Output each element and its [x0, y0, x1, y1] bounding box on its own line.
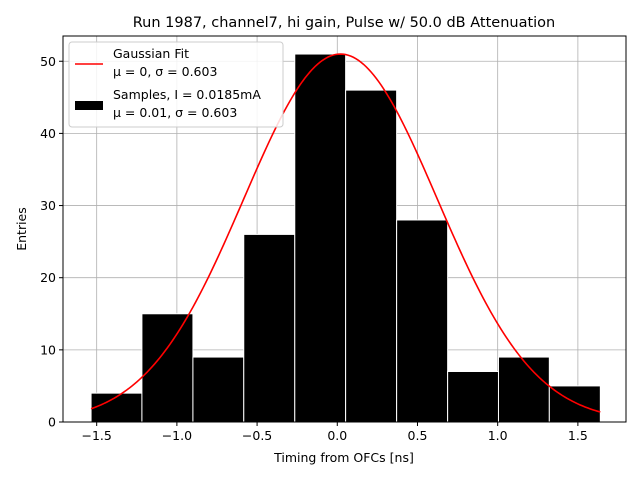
y-axis-ticks: 0 10 20 30 40 50	[40, 54, 63, 430]
legend-samples-stats: μ = 0.01, σ = 0.603	[113, 105, 237, 120]
y-tick-label: 30	[40, 198, 56, 213]
x-tick-label: 0.5	[408, 428, 428, 443]
legend-fit-stats: μ = 0, σ = 0.603	[113, 64, 217, 79]
legend-samples-label: Samples, I = 0.0185mA	[113, 87, 261, 102]
histogram-bar	[345, 89, 398, 423]
x-axis-label: Timing from OFCs [ns]	[273, 450, 414, 465]
legend-fit-label: Gaussian Fit	[113, 46, 189, 61]
x-tick-label: 1.5	[568, 428, 588, 443]
y-tick-label: 50	[40, 54, 56, 69]
legend-samples-patch-icon	[75, 101, 103, 110]
plot-frame	[62, 35, 627, 423]
gaussian-fit-layer	[90, 53, 601, 413]
histogram-bar	[294, 53, 347, 423]
x-tick-label: 1.0	[488, 428, 508, 443]
histogram-bar	[497, 356, 550, 423]
x-axis-ticks: −1.5 −1.0 −0.5 0.0 0.5 1.0 1.5	[82, 422, 588, 443]
y-tick-label: 40	[40, 126, 56, 141]
legend-box	[68, 41, 284, 128]
y-tick-label: 20	[40, 270, 56, 285]
histogram-bar	[548, 385, 601, 423]
legend: Gaussian Fit μ = 0, σ = 0.603 Samples, I…	[68, 41, 284, 128]
histogram-bar	[396, 219, 449, 423]
chart-title: Run 1987, channel7, hi gain, Pulse w/ 50…	[133, 15, 556, 31]
x-tick-label: −0.5	[242, 428, 272, 443]
y-axis-label: Entries	[14, 207, 29, 251]
y-tick-label: 10	[40, 342, 56, 357]
y-tick-label: 0	[48, 415, 56, 430]
histogram-bar	[141, 313, 194, 423]
gaussian-fit-curve	[90, 53, 601, 413]
x-tick-label: 0.0	[327, 428, 347, 443]
histogram-bar	[243, 233, 296, 423]
histogram-bar	[447, 370, 499, 423]
x-tick-label: −1.5	[82, 428, 112, 443]
histogram-bar	[192, 356, 245, 423]
x-tick-label: −1.0	[162, 428, 192, 443]
histogram-bars	[90, 53, 601, 423]
